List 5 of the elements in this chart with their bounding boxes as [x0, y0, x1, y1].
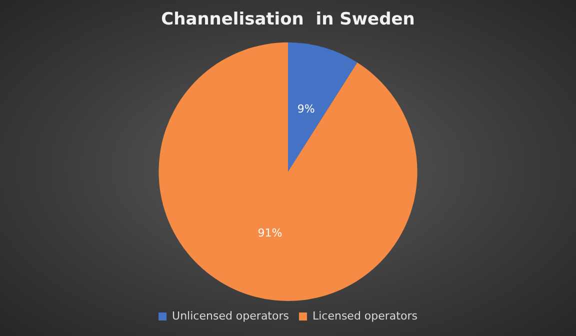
legend-label: Licensed operators	[312, 309, 418, 322]
data-label: 9%	[297, 102, 315, 116]
data-label: 91%	[258, 226, 282, 240]
chart-title: Channelisation in Sweden	[161, 10, 415, 30]
legend-label: Unlicensed operators	[172, 309, 290, 322]
